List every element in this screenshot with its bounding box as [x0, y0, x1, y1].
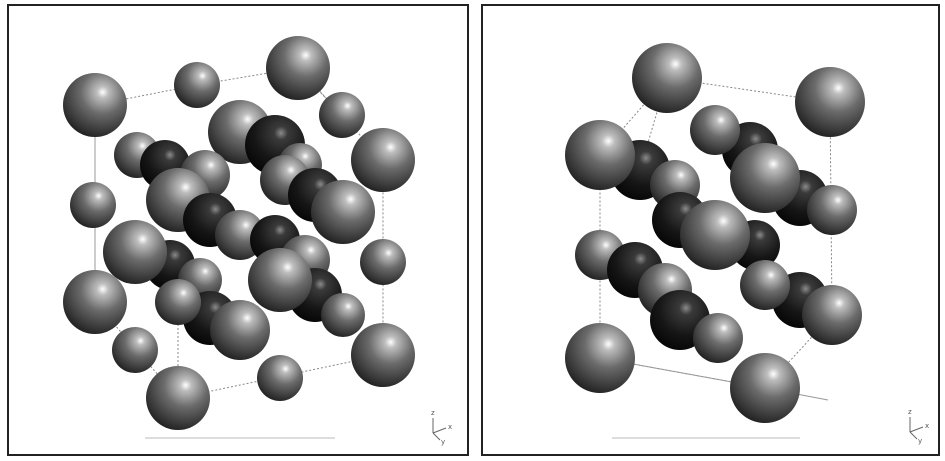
atom	[351, 128, 415, 192]
axis-label: x	[925, 422, 929, 430]
atom	[795, 67, 865, 137]
atom	[360, 239, 406, 285]
atom	[70, 182, 116, 228]
atom	[311, 180, 375, 244]
atom	[730, 353, 800, 423]
atom	[565, 323, 635, 393]
atom	[319, 92, 365, 138]
axis-label: z	[908, 408, 912, 416]
atom	[146, 366, 210, 430]
atom	[730, 143, 800, 213]
atom	[63, 73, 127, 137]
atom	[103, 220, 167, 284]
axis-label: x	[448, 423, 452, 431]
atom	[321, 293, 365, 337]
atom	[693, 313, 743, 363]
atom	[807, 185, 857, 235]
atom	[174, 62, 220, 108]
atom	[632, 43, 702, 113]
axis-label: y	[441, 438, 445, 446]
atom	[266, 36, 330, 100]
atom	[690, 105, 740, 155]
atom	[802, 285, 862, 345]
axis-label: y	[918, 437, 922, 445]
atom	[257, 355, 303, 401]
atom	[248, 248, 312, 312]
atom	[565, 120, 635, 190]
atom	[210, 300, 270, 360]
axis-label: z	[431, 409, 435, 417]
atom	[351, 323, 415, 387]
figure: z y x z y x	[0, 0, 945, 461]
atom	[155, 279, 201, 325]
atom	[63, 270, 127, 334]
page: z y x z y x (() => { const data = JSON.p…	[0, 0, 945, 461]
atom	[680, 200, 750, 270]
atom	[112, 327, 158, 373]
atom	[740, 260, 790, 310]
